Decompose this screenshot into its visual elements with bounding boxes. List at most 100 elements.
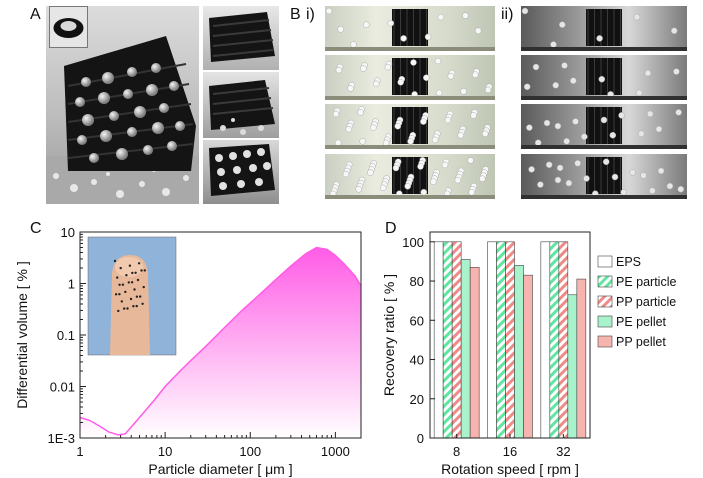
bead xyxy=(633,13,641,21)
bead xyxy=(537,181,544,188)
panel-label-c: C xyxy=(30,220,42,237)
bead xyxy=(484,86,492,94)
bar-eps xyxy=(487,241,497,439)
legend-label: PP particle xyxy=(616,295,676,309)
bar-pp-particle xyxy=(558,241,569,439)
bar-pe-pellet xyxy=(514,265,524,439)
bead xyxy=(359,138,366,145)
bead xyxy=(677,185,685,193)
bar-pe-pellet xyxy=(460,259,471,439)
bead xyxy=(655,125,663,133)
bead xyxy=(629,169,636,176)
bar-pp-pellet xyxy=(469,267,480,439)
bead xyxy=(526,124,533,131)
bead xyxy=(644,69,652,77)
y-tick-label: 1 xyxy=(68,277,75,292)
y-tick-label: 0.01 xyxy=(50,380,75,395)
distribution-area xyxy=(80,247,361,438)
wheel-shape xyxy=(586,58,622,95)
x-tick-label: 1 xyxy=(76,444,83,459)
bead xyxy=(360,65,367,72)
y-axis-label: Recovery ratio [ % ] xyxy=(381,274,397,396)
recovery-ratio-chart: 8 16 32 0 20 40 60 80 100 Rotation speed [ rpm ] R… xyxy=(381,231,676,477)
bead xyxy=(635,89,643,97)
wheel-shape xyxy=(392,58,428,95)
legend-swatch xyxy=(597,255,613,268)
bead xyxy=(596,35,603,42)
bead xyxy=(404,183,411,190)
bead xyxy=(646,110,654,118)
bead xyxy=(554,176,562,184)
legend-label: PE particle xyxy=(616,275,676,289)
panel-a-side-photo-1 xyxy=(203,6,279,70)
y-tick-label: 20 xyxy=(410,392,424,407)
bead xyxy=(325,7,333,15)
bar-pp-pellet xyxy=(576,278,587,439)
particle-size-chart: 1 10 100 1000 1E-3 0.01 0.1 1 10 Particle diamete… xyxy=(14,225,362,477)
bar-pe-particle xyxy=(496,241,506,439)
y-tick-label: 40 xyxy=(410,353,424,368)
panel-label-b-i: i) xyxy=(306,6,315,23)
bead xyxy=(350,41,357,48)
bead xyxy=(347,85,354,92)
panel-label-d: D xyxy=(385,220,397,237)
bead xyxy=(620,188,628,196)
bead xyxy=(345,125,353,133)
bead xyxy=(400,35,407,42)
x-tick-label: 16 xyxy=(503,444,517,459)
bead xyxy=(600,116,608,124)
x-axis-label: Particle diameter [ μm ] xyxy=(148,461,292,477)
tank-base xyxy=(325,145,495,149)
bead xyxy=(470,112,477,119)
bead xyxy=(379,184,387,192)
bead xyxy=(342,170,350,178)
bead xyxy=(444,116,452,124)
bead xyxy=(609,131,617,139)
bar-eps xyxy=(540,241,551,439)
bead xyxy=(583,175,590,182)
bead xyxy=(598,75,606,83)
bead xyxy=(673,68,680,75)
panel-a-side-photo-3 xyxy=(203,140,279,204)
bead xyxy=(447,72,455,80)
y-tick-label: 100 xyxy=(402,235,424,250)
bead xyxy=(574,160,581,167)
bead xyxy=(479,175,486,182)
bead xyxy=(370,124,377,131)
bar-pp-pellet xyxy=(523,274,533,439)
bead xyxy=(467,157,474,164)
panel-label-b: B xyxy=(290,6,301,23)
panel-a-inset-wheel-photo xyxy=(49,6,88,48)
panel-b-ii-photo-4 xyxy=(521,154,687,199)
bead xyxy=(367,169,374,176)
bar-pe-particle xyxy=(549,241,560,439)
tank-base xyxy=(521,47,687,51)
bead xyxy=(552,82,559,89)
y-tick-label: 0 xyxy=(417,431,424,446)
wheel-shape xyxy=(392,9,428,46)
bead xyxy=(423,74,430,81)
finger-inset-photo xyxy=(87,236,177,356)
y-tick-label: 60 xyxy=(410,313,424,328)
plot-frame xyxy=(429,231,591,439)
bead xyxy=(657,167,665,175)
x-tick-label: 8 xyxy=(453,444,460,459)
bead xyxy=(335,66,343,74)
panel-label-a: A xyxy=(30,6,41,23)
panel-b-i-photo-2 xyxy=(325,55,495,100)
legend-label: EPS xyxy=(616,255,641,269)
bead xyxy=(521,7,529,15)
bead xyxy=(441,161,449,169)
bead xyxy=(420,188,428,196)
bead xyxy=(666,182,674,190)
tank-base xyxy=(325,195,495,199)
legend-swatch xyxy=(597,295,613,308)
tank-base xyxy=(521,195,687,199)
bead xyxy=(357,109,364,116)
bead xyxy=(611,173,619,181)
bead xyxy=(670,27,678,35)
bead xyxy=(332,110,340,118)
tank-base xyxy=(521,145,687,149)
legend-swatch xyxy=(597,335,613,348)
bead xyxy=(481,130,489,138)
